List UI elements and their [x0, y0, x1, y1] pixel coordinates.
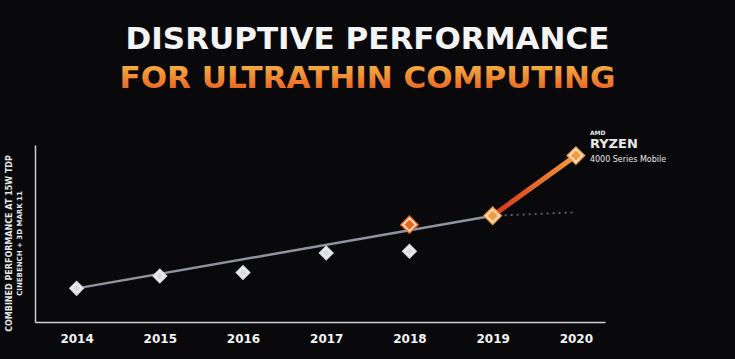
data-point — [236, 266, 249, 279]
marker-outer — [484, 207, 501, 224]
data-point — [484, 207, 501, 224]
x-tick-label: 2016 — [227, 332, 260, 346]
marker-inner — [404, 220, 414, 230]
data-point — [320, 246, 333, 259]
annotation: RYZEN — [590, 136, 638, 151]
chart: DISRUPTIVE PERFORMANCEFOR ULTRATHIN COMP… — [0, 0, 735, 359]
marker-inner — [73, 284, 81, 292]
x-tick-label: 2018 — [393, 332, 426, 346]
marker-inner — [156, 272, 164, 280]
marker-outer — [236, 266, 249, 279]
marker-outer — [320, 246, 333, 259]
data-point — [401, 216, 418, 233]
x-tick-label: 2020 — [560, 332, 593, 346]
data-point — [70, 282, 83, 295]
y-axis — [35, 146, 36, 323]
marker-outer — [567, 147, 584, 164]
x-axis: 2014 2015 2016 2017 2018 2019 2020 — [36, 322, 606, 346]
x-tick-label: 2019 — [476, 332, 509, 346]
y-axis-label: CINEBENCH + 3D MARK 11 — [16, 191, 24, 296]
marker-inner — [571, 150, 581, 160]
marks — [70, 147, 585, 295]
y-axis-label: COMBINED PERFORMANCE AT 15W TDP — [5, 155, 14, 332]
x-tick: 2017 — [310, 322, 343, 346]
subtitle: FOR ULTRATHIN COMPUTING — [120, 59, 616, 95]
marker-inner — [488, 211, 498, 221]
marker-outer — [401, 216, 418, 233]
marker-inner — [405, 247, 413, 255]
data-point — [567, 147, 584, 164]
x-tick-label: 2017 — [310, 332, 343, 346]
data-point — [153, 269, 166, 282]
marker-inner — [322, 249, 330, 257]
marker-inner — [239, 268, 247, 276]
marker-outer — [153, 269, 166, 282]
marker-outer — [70, 282, 83, 295]
data-point — [403, 244, 416, 257]
x-tick: 2015 — [144, 322, 177, 346]
x-tick: 2014 — [60, 322, 93, 346]
y-axis-line — [35, 146, 37, 323]
series-line — [493, 156, 576, 216]
x-tick-label: 2014 — [60, 332, 93, 346]
series-line — [493, 212, 576, 216]
series-line — [77, 216, 493, 289]
x-tick-label: 2015 — [144, 332, 177, 346]
annotation: AMD — [590, 129, 606, 136]
plot: 2014 2015 2016 2017 2018 2019 2020 — [36, 146, 606, 346]
x-axis-line — [36, 322, 606, 324]
annotation: 4000 Series Mobile — [590, 155, 666, 164]
background — [0, 0, 735, 359]
title: DISRUPTIVE PERFORMANCE — [126, 20, 610, 56]
x-tick: 2018 — [393, 322, 426, 346]
x-tick: 2016 — [227, 322, 260, 346]
x-tick: 2019 — [476, 322, 509, 346]
x-tick: 2020 — [560, 322, 593, 346]
marker-outer — [403, 244, 416, 257]
